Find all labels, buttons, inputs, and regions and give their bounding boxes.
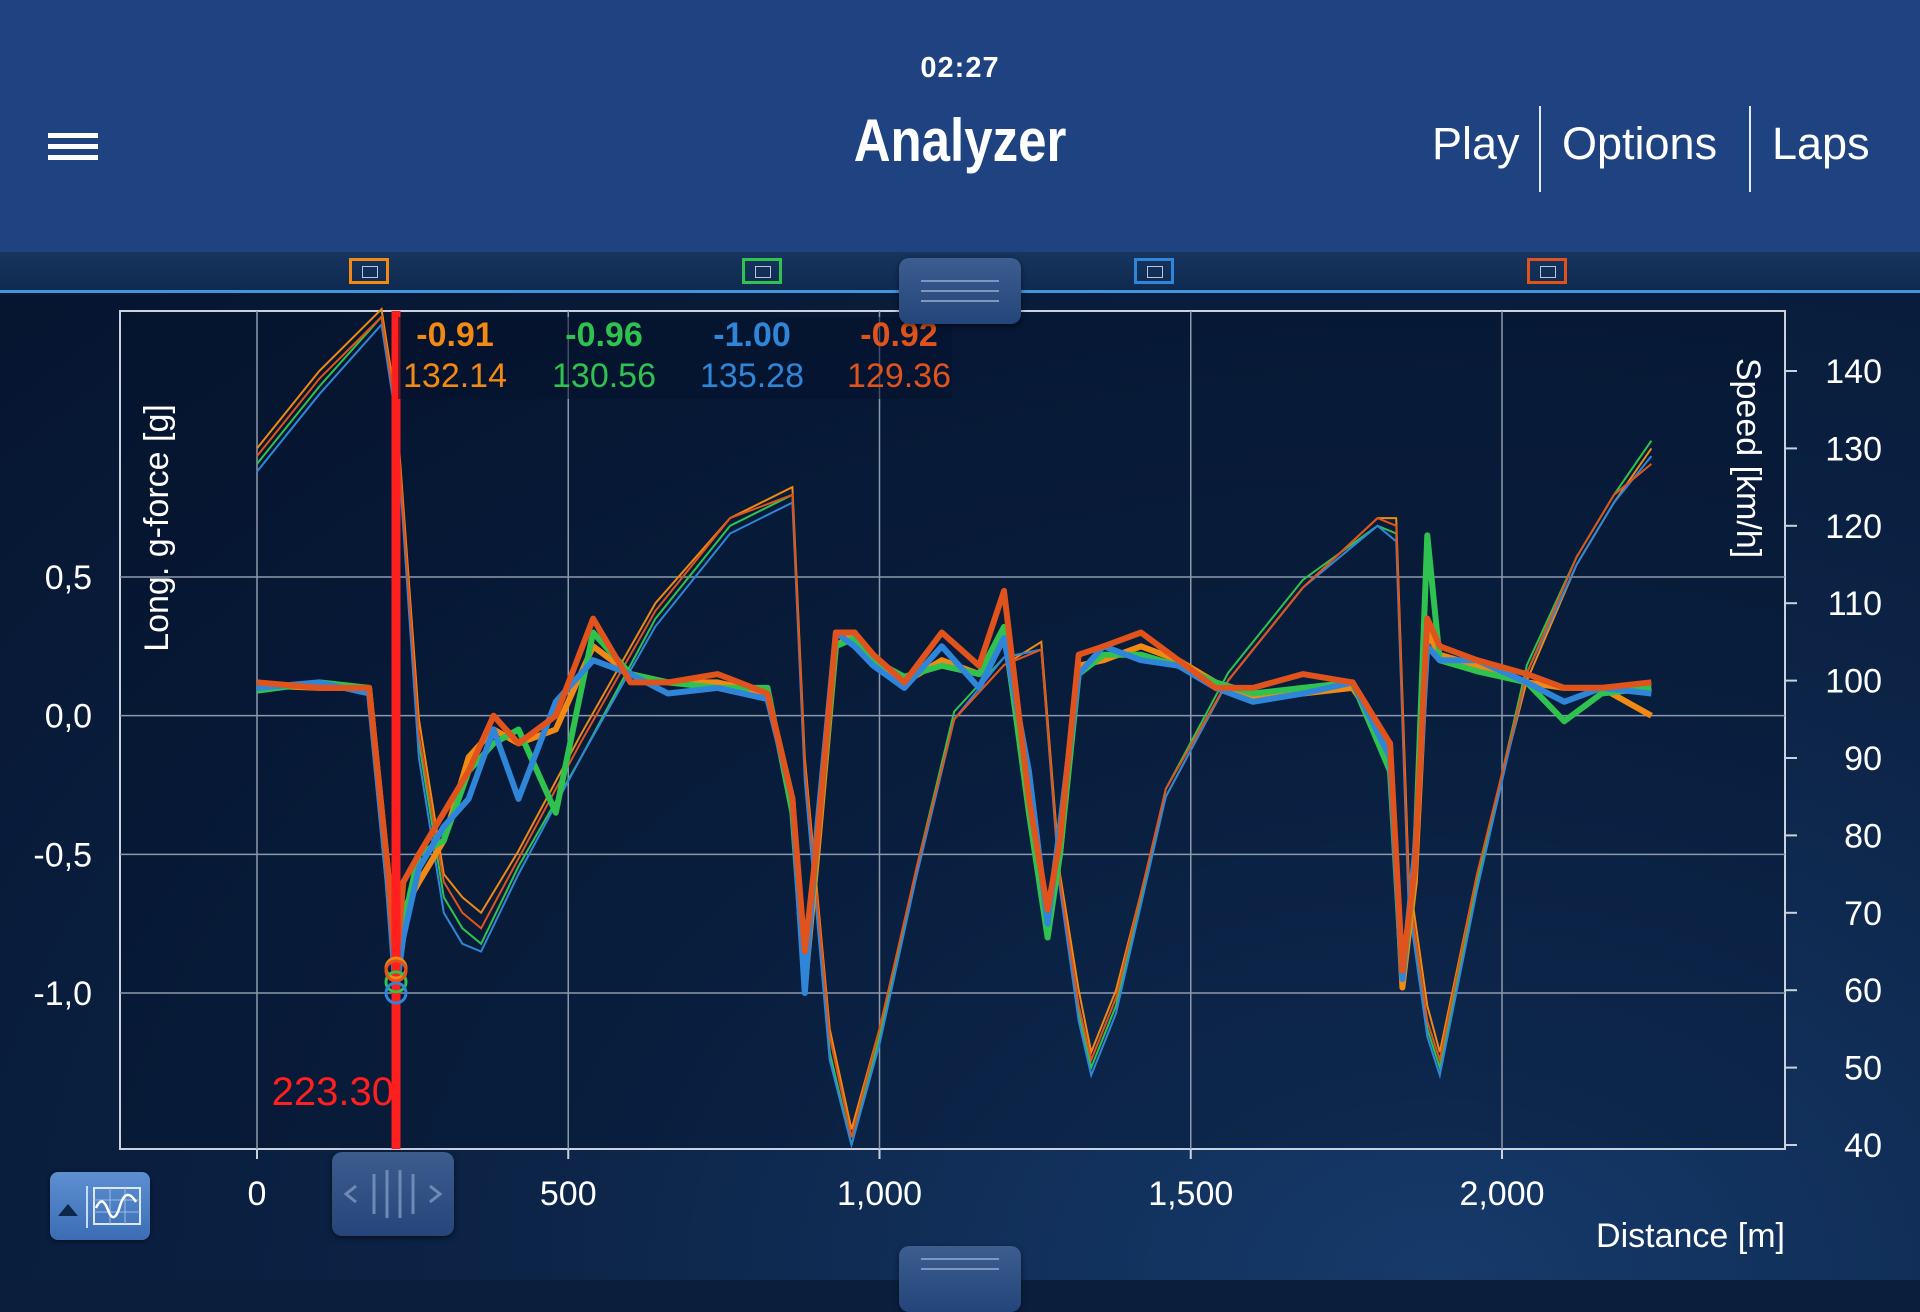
lap-marker-3[interactable] (1134, 258, 1174, 284)
x-axis-label: Distance [m] (1596, 1217, 1785, 1255)
y-right-tick-label: 80 (1844, 817, 1882, 855)
y-right-tick-label: 100 (1825, 663, 1882, 701)
y-left-tick-label: 0,0 (45, 698, 92, 736)
app-header: 02:27 Analyzer Play Options Laps (0, 0, 1920, 252)
y-right-tick-label: 120 (1825, 508, 1882, 546)
lap-marker-4[interactable] (1527, 258, 1567, 284)
y-right-tick-label: 50 (1844, 1050, 1882, 1088)
y-right-tick-label: 130 (1825, 430, 1882, 468)
status-time: 02:27 (920, 52, 1000, 84)
x-tick-label: 1,500 (1148, 1175, 1233, 1213)
y-right-tick-label: 90 (1844, 740, 1882, 778)
scrub-grip-icon (343, 1170, 443, 1218)
chart-area: 0 500 1,000 1,500 2,000 0,5 0,0 -0,5 -1,0 140 130 1… (0, 293, 1920, 1280)
y-left-tick-label: -1,0 (33, 975, 92, 1013)
options-button[interactable]: Options (1562, 118, 1718, 169)
y-right-tick-label: 70 (1844, 895, 1882, 933)
y-left-axis-label: Long. g-force [g] (138, 404, 176, 652)
y-right-tick-label: 60 (1844, 972, 1882, 1010)
y-right-tick-label: 140 (1825, 353, 1882, 391)
lap-marker-2[interactable] (742, 258, 782, 284)
cursor-distance-label: 223.30 (272, 1070, 394, 1114)
cursor-scrub-handle[interactable] (332, 1152, 454, 1236)
header-separator (1749, 106, 1751, 192)
y-right-tick-label: 40 (1844, 1127, 1882, 1165)
panel-resize-handle-bottom[interactable] (899, 1246, 1021, 1312)
y-right-axis-label: Speed [km/h] (1729, 358, 1767, 558)
readout-panel (398, 317, 952, 399)
readout-speed-value: 135.28 (700, 357, 804, 395)
y-left-tick-label: 0,5 (45, 559, 92, 597)
cursor-point-marker (384, 970, 408, 994)
readout-gforce-value: -0.96 (565, 316, 643, 354)
readout-speed-value: 130.56 (552, 357, 656, 395)
lap-marker-1[interactable] (349, 258, 389, 284)
y-right-tick-label: 110 (1828, 585, 1882, 623)
header-separator (1539, 106, 1541, 192)
view-toggle-icon (58, 1186, 141, 1228)
readout-speed-value: 132.14 (403, 357, 507, 395)
cursor-point-marker (384, 981, 408, 1005)
gforce-trace-lap-4 (256, 587, 1652, 974)
page-title: Analyzer (853, 107, 1067, 174)
chart-view-toggle[interactable] (50, 1172, 150, 1240)
play-button[interactable]: Play (1432, 118, 1520, 169)
y-left-tick-label: -0,5 (33, 836, 92, 874)
x-tick-label: 0 (248, 1175, 267, 1213)
speed-trace-lap-4 (256, 314, 1653, 1138)
telemetry-chart[interactable]: 0 500 1,000 1,500 2,000 0,5 0,0 -0,5 -1,0 140 130 1… (0, 293, 1920, 1280)
cursor-point-marker (384, 959, 408, 983)
panel-resize-handle-top[interactable] (899, 258, 1021, 324)
readout-speed-value: 129.36 (847, 357, 951, 395)
menu-hamburger-icon[interactable] (40, 124, 108, 170)
x-tick-label: 500 (540, 1175, 597, 1213)
x-tick-label: 2,000 (1459, 1175, 1544, 1213)
x-tick-label: 1,000 (837, 1175, 922, 1213)
readout-gforce-value: -0.91 (416, 316, 494, 354)
laps-button[interactable]: Laps (1772, 118, 1870, 169)
readout-gforce-value: -1.00 (713, 316, 791, 354)
